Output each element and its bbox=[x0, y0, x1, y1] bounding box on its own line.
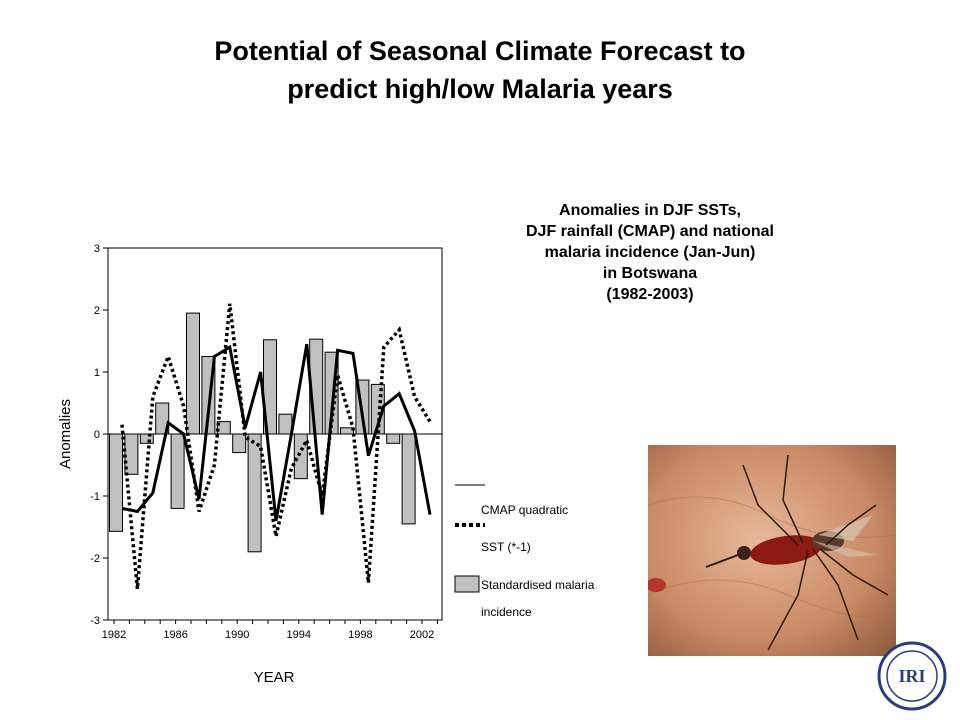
malaria-bar bbox=[139, 433, 154, 444]
malaria-bar bbox=[109, 433, 123, 532]
legend-sst-label: SST (*-1) bbox=[481, 540, 531, 554]
iri-logo: IRI bbox=[876, 640, 948, 712]
y-tick-label: 0 bbox=[94, 429, 100, 441]
malaria-bar bbox=[124, 433, 139, 475]
subtitle-line-3: malaria incidence (Jan-Jun) bbox=[544, 244, 756, 261]
subtitle-line-4: in Botswana bbox=[602, 265, 698, 282]
malaria-bar bbox=[386, 433, 401, 444]
x-tick-label: 1982 bbox=[102, 629, 126, 641]
y-axis-label: Anomalies bbox=[57, 399, 74, 469]
malaria-bar bbox=[293, 433, 308, 480]
legend-cmap-label: CMAP quadratic bbox=[481, 503, 568, 517]
y-tick-label: -2 bbox=[90, 553, 100, 565]
title-line-1: Potential of Seasonal Climate Forecast t… bbox=[214, 36, 746, 66]
malaria-bar bbox=[340, 427, 354, 435]
cmap-line bbox=[121, 343, 432, 522]
slide-title: Potential of Seasonal Climate Forecast t… bbox=[0, 32, 960, 108]
malaria-bar bbox=[278, 413, 293, 435]
malaria-bar bbox=[155, 402, 170, 435]
x-tick-label: 2002 bbox=[410, 629, 434, 641]
subtitle-line-5: (1982-2003) bbox=[606, 286, 694, 303]
y-tick-label: 3 bbox=[94, 243, 100, 255]
y-tick-label: -3 bbox=[90, 615, 100, 627]
y-tick-label: 2 bbox=[94, 305, 100, 317]
legend-bar-label-1: Standardised malaria bbox=[481, 578, 595, 592]
malaria-bar bbox=[232, 433, 247, 454]
legend-bar-swatch bbox=[454, 575, 480, 593]
logo-text: IRI bbox=[898, 666, 925, 686]
malaria-bar bbox=[401, 433, 416, 525]
chart-subtitle: Anomalies in DJF SSTs, DJF rainfall (CMA… bbox=[470, 200, 830, 305]
x-tick-label: 1986 bbox=[163, 629, 187, 641]
malaria-bar bbox=[170, 433, 185, 509]
x-tick-label: 1990 bbox=[225, 629, 249, 641]
malaria-bar bbox=[186, 312, 200, 435]
title-line-2: predict high/low Malaria years bbox=[287, 74, 673, 104]
mosquito-on-skin-photo bbox=[648, 445, 896, 656]
x-axis-label: YEAR bbox=[254, 669, 295, 686]
subtitle-line-2: DJF rainfall (CMAP) and national bbox=[525, 223, 774, 240]
x-tick-label: 1994 bbox=[287, 629, 311, 641]
malaria-bar bbox=[247, 433, 262, 553]
x-tick-label: 1998 bbox=[348, 629, 372, 641]
subtitle-line-1: Anomalies in DJF SSTs, bbox=[559, 202, 741, 219]
malaria-bar bbox=[216, 421, 231, 435]
y-tick-label: -1 bbox=[90, 491, 100, 503]
legend-bar-label-2: incidence bbox=[481, 605, 532, 619]
y-tick-label: 1 bbox=[94, 367, 100, 379]
